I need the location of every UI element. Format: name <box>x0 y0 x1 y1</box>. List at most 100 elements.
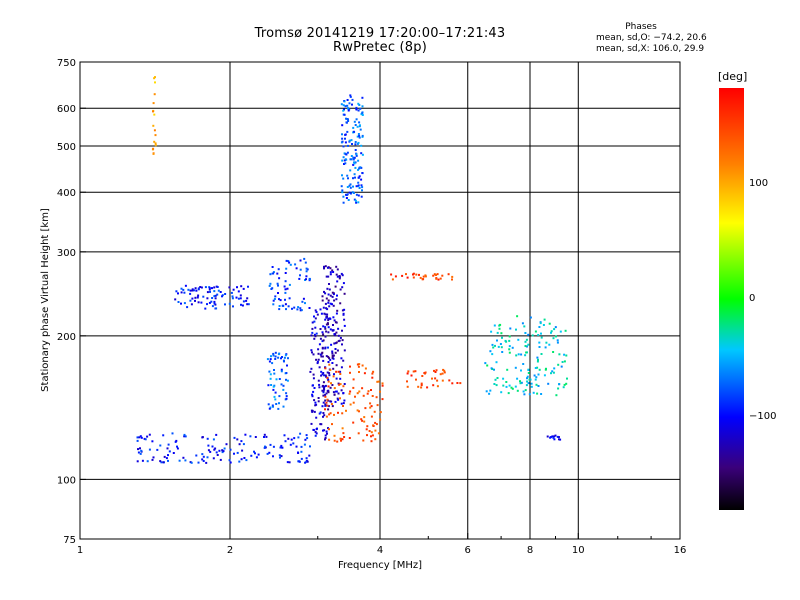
data-point <box>325 392 328 395</box>
data-point <box>272 385 275 388</box>
data-point <box>333 299 336 302</box>
data-point <box>167 443 170 446</box>
data-point <box>287 437 290 440</box>
data-point <box>327 391 330 394</box>
data-point <box>228 286 231 289</box>
data-point <box>381 382 384 385</box>
data-point <box>339 373 342 375</box>
data-point <box>349 183 352 186</box>
data-point <box>303 443 306 446</box>
data-point <box>441 372 444 375</box>
data-point <box>556 435 559 438</box>
data-point <box>197 301 200 304</box>
data-point <box>326 404 329 407</box>
data-point <box>212 457 215 460</box>
data-point <box>174 440 177 443</box>
data-point <box>366 434 368 437</box>
data-point <box>305 278 307 281</box>
data-point <box>334 348 337 350</box>
data-point <box>553 328 556 331</box>
data-point <box>152 124 155 127</box>
data-point <box>329 271 332 274</box>
data-point <box>524 332 527 334</box>
data-point <box>274 398 277 401</box>
data-point <box>368 430 371 432</box>
data-point <box>165 457 168 460</box>
data-point <box>194 299 196 302</box>
data-point <box>498 327 501 330</box>
data-point <box>355 108 358 111</box>
data-point <box>343 159 346 162</box>
data-point <box>286 461 289 464</box>
data-point <box>436 273 439 276</box>
data-point <box>327 275 330 278</box>
data-point <box>322 415 324 418</box>
data-point <box>363 420 366 423</box>
data-point <box>509 327 512 330</box>
data-point <box>297 436 300 439</box>
data-point <box>348 102 351 105</box>
data-point <box>349 390 352 393</box>
data-point <box>420 384 423 387</box>
data-point <box>341 343 343 346</box>
data-point <box>139 447 141 450</box>
data-point <box>271 287 274 290</box>
data-point <box>325 430 328 433</box>
data-point <box>202 455 205 458</box>
data-point <box>299 268 302 271</box>
data-point <box>159 460 162 463</box>
data-point <box>343 100 346 103</box>
data-point <box>319 411 322 414</box>
data-point <box>484 362 487 365</box>
data-point <box>136 460 139 463</box>
data-point <box>314 434 317 437</box>
data-point <box>525 351 528 354</box>
data-point <box>331 423 333 426</box>
data-point <box>300 450 303 453</box>
data-point <box>336 440 339 443</box>
data-point <box>330 382 332 385</box>
data-point <box>347 118 349 121</box>
data-point <box>361 153 364 156</box>
data-point <box>272 299 275 302</box>
data-point <box>268 407 271 410</box>
data-point <box>405 273 407 276</box>
data-point <box>204 286 207 289</box>
data-point <box>323 429 326 432</box>
data-point <box>337 411 339 414</box>
data-point <box>348 437 351 439</box>
data-point <box>354 149 357 151</box>
data-point <box>284 298 286 301</box>
data-point <box>358 104 361 106</box>
data-point <box>238 460 241 463</box>
data-point <box>148 448 151 451</box>
data-point <box>310 349 313 352</box>
data-point <box>371 434 374 437</box>
data-point <box>322 372 325 374</box>
data-point <box>358 371 360 373</box>
data-point <box>529 316 532 319</box>
data-point <box>331 295 334 298</box>
data-point <box>182 288 185 291</box>
data-point <box>340 103 343 106</box>
data-point <box>341 309 344 312</box>
data-point <box>323 374 326 377</box>
data-point <box>214 294 217 297</box>
data-point <box>279 456 281 459</box>
data-point <box>354 141 357 143</box>
data-point <box>451 278 453 281</box>
data-point <box>266 358 269 361</box>
data-point <box>352 421 355 424</box>
data-point <box>232 305 234 308</box>
data-point <box>437 278 440 281</box>
data-point <box>236 286 238 289</box>
data-point <box>324 326 327 329</box>
data-point <box>352 130 355 133</box>
data-point <box>421 278 424 281</box>
data-point <box>538 368 541 371</box>
data-point <box>354 176 356 179</box>
data-point <box>332 375 335 378</box>
data-point <box>557 387 560 390</box>
data-point <box>200 301 203 304</box>
data-point <box>278 298 280 301</box>
